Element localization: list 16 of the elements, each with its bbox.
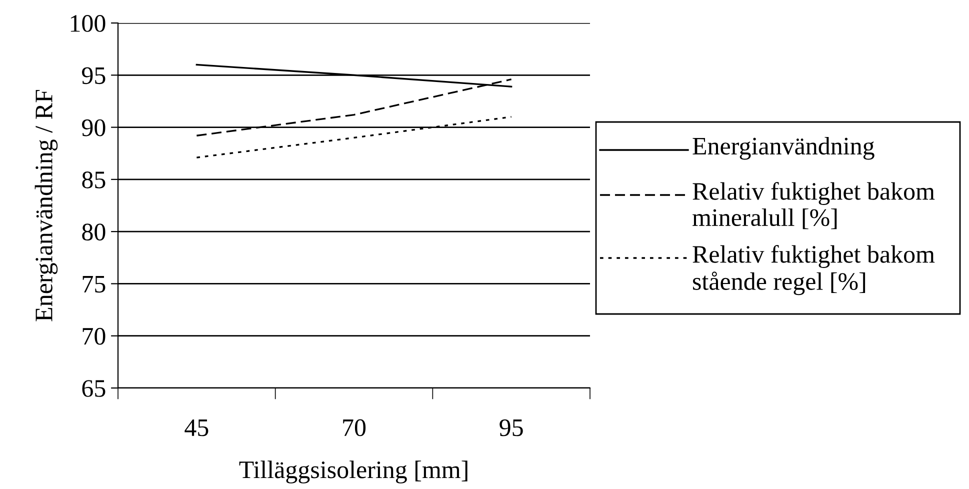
legend-label: Relativ fuktighet bakom stående regel [%] — [692, 245, 935, 296]
x-axis-title: Tilläggsisolering [mm] — [239, 460, 468, 484]
y-tick-label: 65 — [82, 380, 106, 397]
legend-label: Energianvändning — [692, 137, 874, 160]
y-tick-label: 70 — [82, 328, 106, 345]
x-tick-label: 95 — [500, 419, 523, 436]
y-tick-label: 75 — [82, 276, 106, 293]
legend-label: Relativ fuktighet bakom mineralull [%] — [692, 182, 935, 230]
y-tick-label: 100 — [70, 15, 106, 32]
y-tick-label: 95 — [82, 67, 106, 84]
x-tick-label: 70 — [343, 419, 366, 436]
y-tick-label: 80 — [82, 224, 106, 240]
y-tick-label: 90 — [82, 119, 106, 136]
y-tick-label: 85 — [82, 171, 106, 188]
y-axis-title: Energianvändning / RF — [34, 90, 58, 322]
x-tick-label: 45 — [184, 419, 208, 436]
